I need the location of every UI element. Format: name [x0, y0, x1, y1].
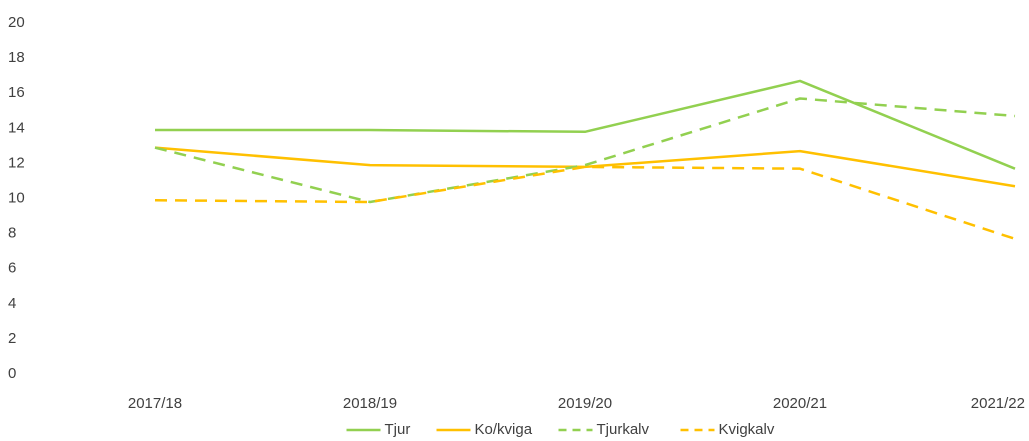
legend-label: Tjurkalv: [597, 421, 650, 438]
x-tick-label: 2021/22: [971, 395, 1025, 412]
series-line: [154, 146, 1016, 188]
series-line: [155, 79, 1016, 170]
y-tick-label: 6: [8, 260, 16, 277]
legend-label: Tjur: [385, 421, 411, 438]
y-tick-label: 14: [8, 119, 25, 136]
y-tick-label: 8: [8, 225, 16, 242]
x-tick-label: 2018/19: [343, 395, 397, 412]
series-line: [154, 97, 1016, 204]
x-tick-label: 2020/21: [773, 395, 827, 412]
y-tick-label: 4: [8, 295, 16, 312]
series-line: [154, 165, 1016, 241]
y-tick-label: 2: [8, 330, 16, 347]
y-tick-label: 20: [8, 14, 25, 31]
x-tick-label: 2017/18: [128, 395, 182, 412]
y-tick-label: 18: [8, 49, 25, 66]
y-tick-label: 10: [8, 189, 25, 206]
legend-label: Kvigkalv: [719, 421, 775, 438]
y-tick-label: 12: [8, 154, 25, 171]
legend-label: Ko/kviga: [475, 421, 533, 438]
y-tick-label: 16: [8, 84, 25, 101]
y-tick-label: 0: [8, 365, 16, 382]
x-tick-label: 2019/20: [558, 395, 612, 412]
